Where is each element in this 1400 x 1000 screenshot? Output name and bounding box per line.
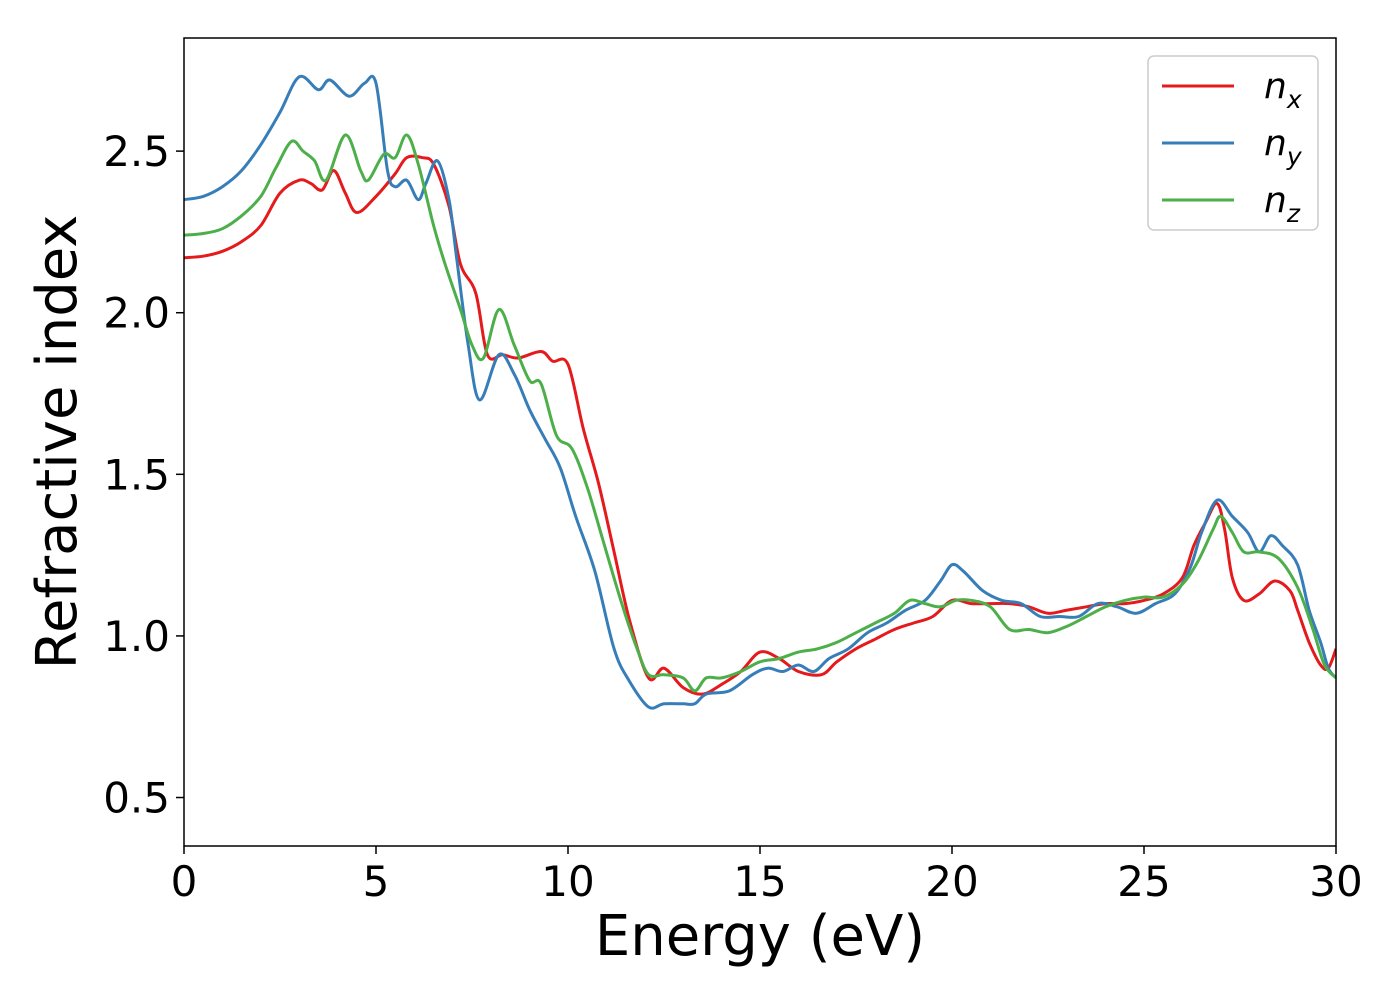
y-tick-label: 0.5 <box>103 774 170 823</box>
legend-label-base: n <box>1264 66 1287 107</box>
x-tick-label: 30 <box>1309 857 1362 906</box>
y-tick-label: 1.0 <box>103 612 170 661</box>
x-axis-title: Energy (eV) <box>595 904 925 969</box>
series-line-nz <box>184 133 1336 693</box>
y-tick-label: 2.0 <box>103 289 170 338</box>
legend-label-subscript: x <box>1286 85 1302 114</box>
legend-label-base: n <box>1264 123 1287 164</box>
x-tick-label: 20 <box>925 857 978 906</box>
ticks-layer: 0 5 10 15 20 25 30 0.5 1.0 1.5 2.0 2.5 <box>103 127 1363 906</box>
legend-label-subscript: z <box>1286 199 1301 228</box>
y-tick-label: 1.5 <box>103 450 170 499</box>
legend-label-base: n <box>1264 180 1287 221</box>
x-tick-label: 15 <box>733 857 786 906</box>
y-tick-label: 2.5 <box>103 127 170 176</box>
legend-label-nz: nz <box>1264 180 1301 228</box>
x-tick-label: 5 <box>363 857 390 906</box>
series-line-nx <box>184 154 1336 696</box>
legend-label-ny: ny <box>1264 123 1303 171</box>
legend-label-subscript: y <box>1286 142 1303 171</box>
x-tick-label: 10 <box>541 857 594 906</box>
series-layer <box>184 74 1336 710</box>
x-tick-label: 0 <box>171 857 198 906</box>
x-tick-label: 25 <box>1117 857 1170 906</box>
legend-label-nx: nx <box>1264 66 1302 114</box>
y-axis-title: Refractive index <box>25 215 90 670</box>
